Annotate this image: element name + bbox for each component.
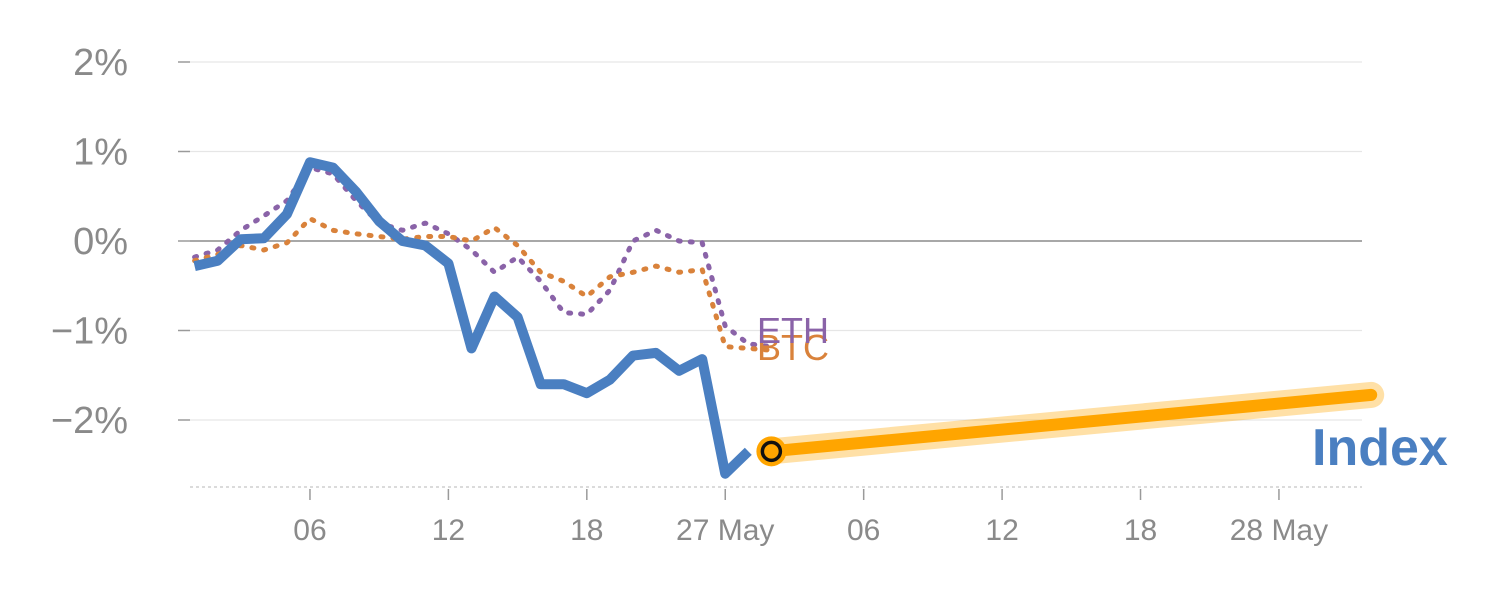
current-value-marker-inner: [760, 440, 783, 463]
series-layer: [192, 157, 1385, 479]
x-tick-label: 12: [432, 514, 465, 547]
y-tick-label: −1%: [51, 311, 128, 353]
x-tick-label: 06: [293, 514, 326, 547]
x-tick-label: 12: [985, 514, 1018, 547]
index-forecast-line: [765, 388, 1378, 458]
x-tick-label: 18: [570, 514, 603, 547]
y-tick-label: −2%: [51, 400, 128, 442]
y-tick-label: 2%: [73, 42, 128, 84]
index-series-label: Index: [1312, 419, 1448, 477]
btc-series-label: BTC: [757, 327, 829, 368]
eth-series-label: ETH: [757, 310, 829, 351]
y-tick-label: 0%: [73, 221, 128, 263]
x-axis: 06 12 18 27 May 06 12 18 28 May: [190, 486, 1362, 547]
y-tick-label: 1%: [73, 132, 128, 174]
eth-line: [192, 165, 774, 350]
x-tick-label: 06: [847, 514, 880, 547]
index-line: [193, 157, 752, 479]
x-tick-label: 18: [1124, 514, 1157, 547]
x-tick-label: 28 May: [1230, 514, 1328, 547]
x-tick-label: 27 May: [676, 514, 774, 547]
